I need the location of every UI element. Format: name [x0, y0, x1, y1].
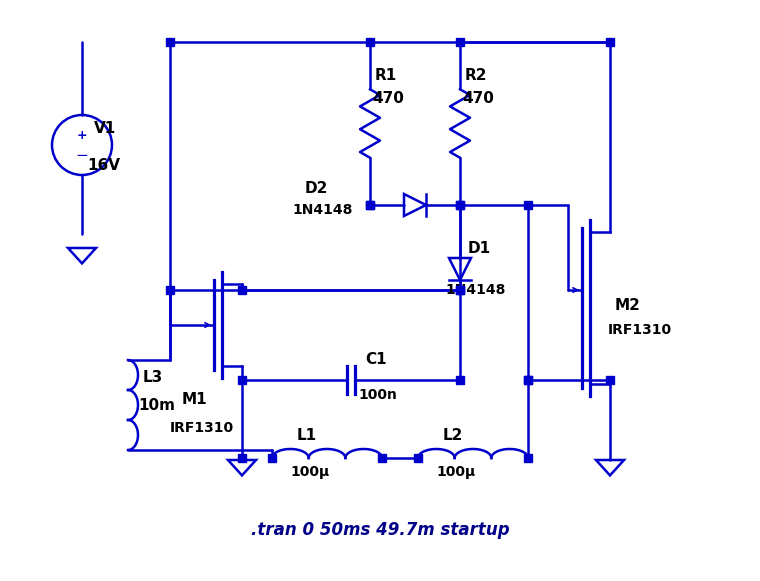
Text: 470: 470	[372, 91, 404, 106]
Text: C1: C1	[365, 353, 387, 368]
Text: 10m: 10m	[138, 397, 175, 413]
Text: L1: L1	[297, 428, 317, 443]
Text: L2: L2	[443, 428, 464, 443]
Text: M1: M1	[182, 393, 207, 407]
Text: R1: R1	[375, 67, 397, 83]
Text: M2: M2	[615, 297, 641, 313]
Text: 100n: 100n	[358, 388, 397, 402]
Text: D1: D1	[468, 241, 491, 256]
Text: 1N4148: 1N4148	[292, 203, 353, 217]
Text: D2: D2	[305, 181, 328, 195]
Text: L3: L3	[143, 371, 163, 386]
Text: 1N4148: 1N4148	[445, 283, 505, 297]
Text: V1: V1	[94, 120, 116, 135]
Text: IRF1310: IRF1310	[608, 323, 672, 337]
Text: 470: 470	[462, 91, 494, 106]
Text: 100μ: 100μ	[290, 465, 329, 479]
Text: IRF1310: IRF1310	[170, 421, 234, 435]
Text: +: +	[77, 128, 87, 142]
Text: −: −	[76, 148, 88, 163]
Text: .tran 0 50ms 49.7m startup: .tran 0 50ms 49.7m startup	[251, 521, 509, 539]
Text: 100μ: 100μ	[436, 465, 475, 479]
Text: 16V: 16V	[87, 157, 120, 173]
Text: R2: R2	[465, 67, 487, 83]
